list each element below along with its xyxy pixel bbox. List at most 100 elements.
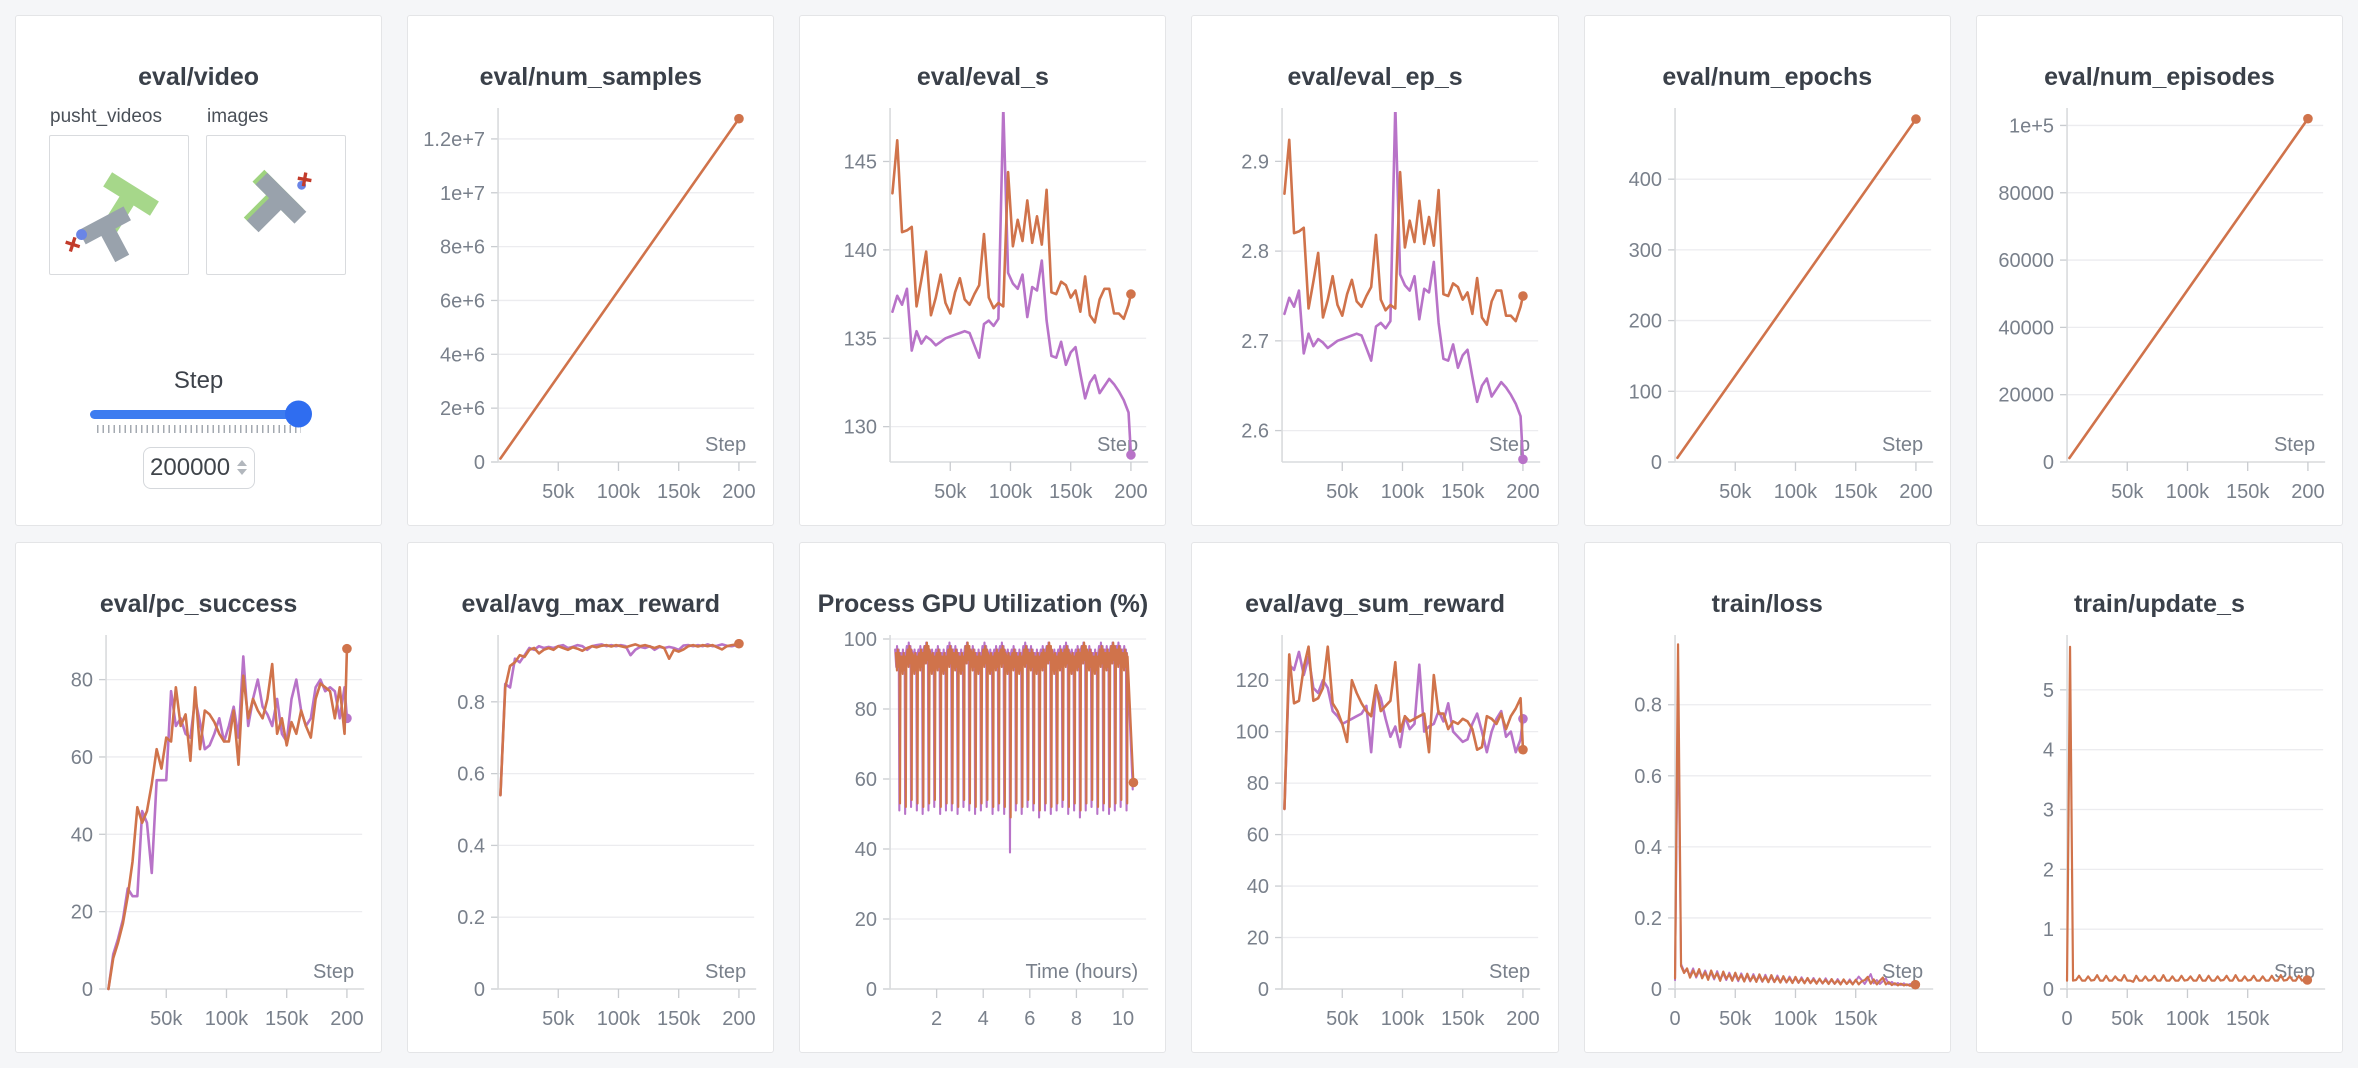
- series-end-dot-purple: [1126, 449, 1137, 460]
- y-tick-label: 80000: [1998, 182, 2054, 204]
- chart-canvas[interactable]: 0 20 40 60 80 100 2 4 6 8 10 Time (hours): [800, 631, 1165, 1048]
- y-tick-label: 2.8: [1242, 241, 1270, 263]
- chart-canvas[interactable]: 0 0.2 0.4 0.6 0.8 50k 100k 150k 200 Step: [408, 631, 773, 1048]
- y-tick-label: 0.4: [457, 835, 485, 857]
- panel-eval-avg-max-reward[interactable]: eval/avg_max_reward 0 0.2 0.4 0.6 0.8 50k 100k 1…: [407, 542, 775, 1053]
- chart-title: eval/avg_max_reward: [461, 590, 720, 618]
- chart-canvas[interactable]: 0 20 40 60 80 50k 100k 150k 200 Step: [16, 631, 381, 1048]
- chart-canvas[interactable]: 0 20 40 60 80 100 120 50k 100k 150k 200 Step: [1192, 631, 1557, 1048]
- panel-eval-eval-s[interactable]: eval/eval_s 130 135 140 145 50k 100k 150k 200 Ste…: [799, 15, 1167, 526]
- y-tick-label: 2.9: [1242, 151, 1270, 173]
- slider-tick-marks: [96, 424, 301, 433]
- panel-eval-eval-ep-s[interactable]: eval/eval_ep_s 2.6 2.7 2.8 2.9 50k 100k 150k 200…: [1191, 15, 1559, 526]
- y-tick-label: 20: [71, 901, 93, 923]
- y-tick-label: 130: [844, 416, 877, 438]
- y-tick-label: 0.2: [1634, 907, 1662, 929]
- panel-eval-pc-success[interactable]: eval/pc_success 0 20 40 60 80 50k 100k 150k 200 St…: [15, 542, 383, 1053]
- series-line-orange: [1283, 644, 1525, 810]
- x-tick-label: 8: [1071, 1008, 1082, 1030]
- x-tick-label: 100k: [1381, 1008, 1425, 1030]
- y-tick-label: 0: [2043, 979, 2054, 1001]
- x-tick-label: 6: [1025, 1008, 1036, 1030]
- step-value[interactable]: 200000: [150, 453, 231, 481]
- panel-eval-video[interactable]: eval/video pusht_videos: [15, 15, 383, 526]
- target-cross-icon: [65, 236, 81, 252]
- y-tick-label: 20: [1247, 927, 1269, 949]
- chart-canvas[interactable]: 0 20000 40000 60000 80000 1e+5 50k 100k 150k 200 S…: [1977, 104, 2342, 521]
- panel-process-gpu-utilization[interactable]: Process GPU Utilization (%) 0 20 40 60 80 100 2…: [799, 542, 1167, 1053]
- y-tick-label: 0.2: [457, 907, 485, 929]
- x-tick-label: 100k: [597, 1008, 641, 1030]
- chart-canvas[interactable]: 0 0.2 0.4 0.6 0.8 0 50k 100k 150k Step: [1585, 631, 1950, 1048]
- x-tick-label: 200: [722, 1008, 755, 1030]
- chart-title: train/update_s: [2073, 590, 2245, 618]
- series-line-orange: [107, 646, 349, 990]
- pusht-videos-frame[interactable]: [49, 134, 189, 275]
- y-tick-label: 60: [855, 769, 877, 791]
- series-end-dot-orange: [1910, 979, 1920, 989]
- chart-title: eval/eval_ep_s: [1287, 63, 1463, 91]
- panel-train-loss[interactable]: train/loss 0 0.2 0.4 0.6 0.8 0 50k 100k 150k Step: [1583, 542, 1951, 1053]
- chart-canvas[interactable]: 0 100 200 300 400 50k 100k 150k 200 Step: [1585, 104, 1950, 521]
- series-line-orange: [1675, 117, 1917, 459]
- chart-canvas[interactable]: 130 135 140 145 50k 100k 150k 200 Step: [800, 104, 1165, 521]
- x-tick-label: 100k: [1381, 481, 1425, 503]
- chevron-up-icon[interactable]: [237, 460, 248, 466]
- series-line-purple: [1673, 703, 1914, 986]
- x-tick-label: 100k: [205, 1008, 249, 1030]
- slider-knob[interactable]: [284, 400, 312, 428]
- x-tick-label: 150k: [1834, 481, 1878, 503]
- x-tick-label: 50k: [150, 1008, 183, 1030]
- y-tick-label: 145: [844, 151, 877, 173]
- y-tick-label: 6e+6: [440, 290, 485, 312]
- series-line-purple: [107, 654, 349, 990]
- images-thumb: images: [206, 106, 346, 275]
- y-tick-label: 5: [2043, 679, 2054, 701]
- x-tick-label: 200: [1115, 481, 1148, 503]
- panel-eval-num-episodes[interactable]: eval/num_episodes 0 20000 40000 60000 80000 1e…: [1975, 15, 2343, 526]
- series-end-dot-orange: [734, 113, 744, 123]
- stepper-chevrons[interactable]: [237, 460, 248, 475]
- step-input[interactable]: 200000: [142, 446, 255, 489]
- y-tick-label: 0.6: [457, 763, 485, 785]
- images-frame[interactable]: [206, 134, 346, 275]
- y-tick-label: 0: [474, 979, 485, 1001]
- x-axis-label: Step: [1882, 434, 1923, 456]
- x-tick-label: 0: [1669, 1008, 1680, 1030]
- x-tick-label: 200: [1899, 481, 1932, 503]
- panel-eval-avg-sum-reward[interactable]: eval/avg_sum_reward 0 20 40 60 80 100 120 50k 100…: [1191, 542, 1559, 1053]
- media-thumbnails: pusht_videos: [49, 106, 381, 275]
- series-line-orange: [2067, 116, 2310, 459]
- y-tick-label: 0.8: [457, 691, 485, 713]
- series-line-orange: [1673, 642, 1917, 987]
- y-tick-label: 120: [1236, 670, 1269, 692]
- y-tick-label: 40000: [1998, 317, 2054, 339]
- panel-eval-num-samples[interactable]: eval/num_samples 0 2e+6 4e+6 6e+6 8e+6 1e+7 1.2…: [407, 15, 775, 526]
- step-slider[interactable]: [89, 400, 312, 433]
- y-tick-label: 80: [855, 699, 877, 721]
- chart-canvas[interactable]: 2.6 2.7 2.8 2.9 50k 100k 150k 200 Step: [1192, 104, 1557, 521]
- slider-track[interactable]: [89, 400, 312, 428]
- panel-eval-num-epochs[interactable]: eval/num_epochs 0 100 200 300 400 50k 100k 150k 2…: [1583, 15, 1951, 526]
- y-tick-label: 60: [1247, 824, 1269, 846]
- series-end-dot-purple: [1518, 454, 1529, 464]
- y-tick-label: 0.8: [1634, 694, 1662, 716]
- chart-canvas[interactable]: 0 2e+6 4e+6 6e+6 8e+6 1e+7 1.2e+7 50k 100k 150k 20…: [408, 104, 773, 521]
- series-line-orange: [499, 641, 741, 796]
- x-tick-label: 150k: [1834, 1008, 1878, 1030]
- x-tick-label: 50k: [1327, 1008, 1360, 1030]
- y-tick-label: 0.4: [1634, 836, 1662, 858]
- chevron-down-icon[interactable]: [237, 469, 248, 475]
- series-end-dot-orange: [2302, 974, 2312, 985]
- x-axis-label: Step: [2274, 434, 2315, 456]
- x-tick-label: 100k: [2166, 481, 2210, 503]
- x-tick-label: 4: [978, 1008, 989, 1030]
- panel-train-update-s[interactable]: train/update_s 0 1 2 3 4 5 0 50k 100k 150k Step: [1975, 542, 2343, 1053]
- x-tick-label: 50k: [2111, 1008, 2144, 1030]
- chart-title: eval/eval_s: [916, 63, 1049, 91]
- y-tick-label: 4e+6: [440, 344, 485, 366]
- x-tick-label: 200: [1507, 1008, 1540, 1030]
- x-tick-label: 150k: [657, 481, 701, 503]
- x-tick-label: 150k: [1442, 481, 1486, 503]
